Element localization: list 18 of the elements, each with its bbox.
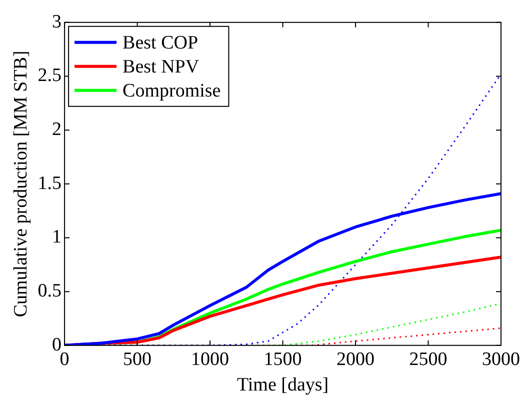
y-tick-label: 3	[52, 11, 62, 32]
x-tick-label: 3000	[482, 348, 520, 370]
y-tick-label: 2.5	[38, 65, 62, 86]
x-tick-label: 2500	[409, 348, 448, 370]
legend-label: Best COP	[122, 32, 198, 54]
y-tick-label: 1	[52, 226, 62, 248]
x-tick-label: 2000	[336, 348, 375, 370]
x-tick-label: 500	[123, 348, 152, 370]
x-tick-label: 1000	[191, 348, 230, 370]
x-axis-title: Time [days]	[236, 374, 329, 396]
y-tick-label: 0	[52, 334, 62, 356]
legend-label: Compromise	[122, 80, 221, 102]
y-axis-title: Cumulative production [MM STB]	[10, 50, 32, 318]
y-tick-label: 1.5	[38, 172, 62, 194]
legend-label: Best NPV	[122, 56, 200, 78]
x-tick-label: 1500	[264, 348, 302, 370]
y-tick-label: 2	[52, 119, 62, 140]
y-tick-label: 0.5	[38, 280, 62, 302]
